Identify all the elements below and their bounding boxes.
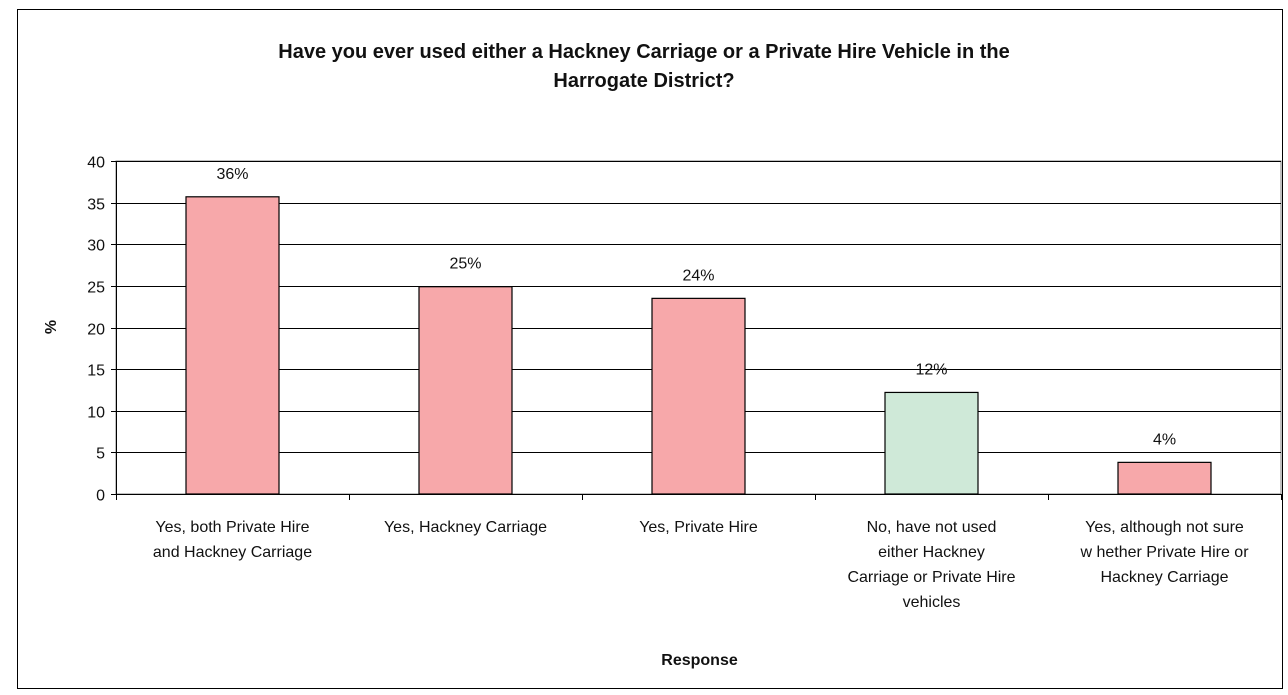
y-tick-label: 25	[87, 280, 105, 297]
data-label: 25%	[449, 256, 481, 273]
x-category-label-line: Yes, Private Hire	[639, 519, 758, 536]
y-tick-label: 30	[87, 238, 105, 255]
data-label: 24%	[682, 267, 714, 284]
x-category-label: Yes, Private Hire	[639, 519, 758, 536]
y-tick-label: 40	[87, 155, 105, 172]
x-category-label-line: and Hackney Carriage	[153, 544, 312, 561]
y-tick-label: 5	[96, 446, 105, 463]
x-category-label-line: w hether Private Hire or	[1079, 544, 1249, 561]
bar	[1117, 461, 1212, 495]
y-tick-label: 20	[87, 322, 105, 339]
y-tick-label: 15	[87, 363, 105, 380]
x-category-label-line: Carriage or Private Hire	[847, 569, 1015, 586]
chart-title: Have you ever used either a Hackney Carr…	[278, 41, 1010, 92]
x-category-label: Yes, Hackney Carriage	[384, 519, 547, 536]
x-category-label-line: Hackney Carriage	[1100, 569, 1228, 586]
x-category-label-line: Yes, Hackney Carriage	[384, 519, 547, 536]
y-tick-label: 0	[96, 488, 105, 505]
x-axis-title: Response	[661, 652, 738, 669]
x-category-label-line: No, have not used	[867, 519, 997, 536]
x-category-label-line: vehicles	[903, 594, 961, 611]
x-category-label-line: either Hackney	[878, 544, 985, 561]
bar	[884, 391, 979, 495]
bar	[651, 297, 746, 495]
bar	[418, 286, 513, 495]
data-label: 4%	[1153, 431, 1176, 448]
x-category-label: Yes, both Private Hire and Hackney Carria…	[153, 519, 312, 561]
x-category-label: Yes, although not sure w hether Private H…	[1079, 519, 1249, 586]
x-category-label: No, have not used either Hackney Carriage …	[847, 519, 1015, 611]
y-axis-title: %	[43, 320, 60, 334]
y-tick-label: 10	[87, 405, 105, 422]
x-category-label-line: Yes, both Private Hire	[155, 519, 309, 536]
x-category-label-line: Yes, although not sure	[1085, 519, 1244, 536]
y-tick-label: 35	[87, 197, 105, 214]
data-label: 12%	[915, 361, 947, 378]
bar	[185, 196, 280, 495]
data-label: 36%	[216, 166, 248, 183]
